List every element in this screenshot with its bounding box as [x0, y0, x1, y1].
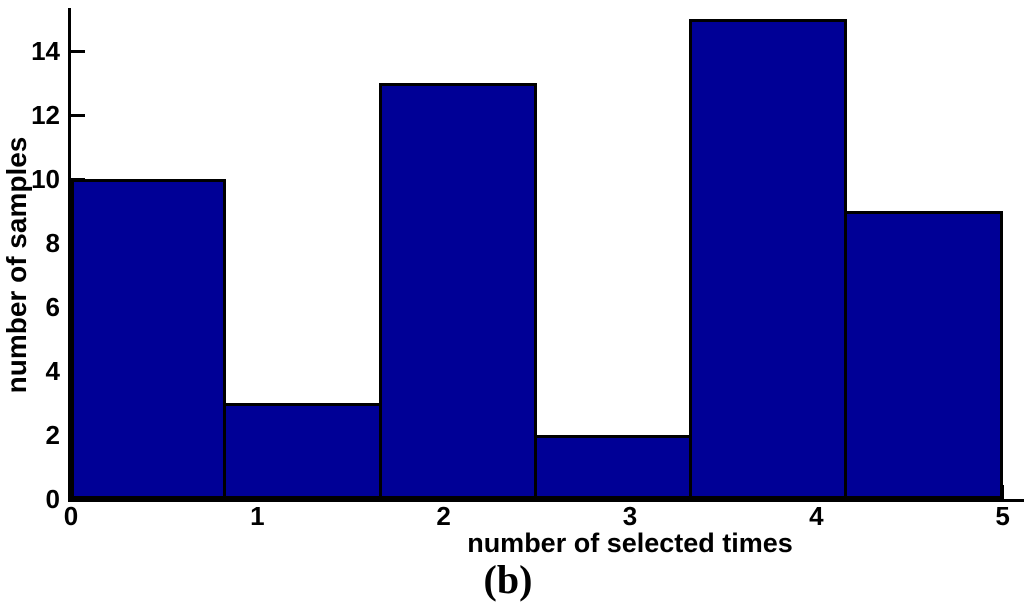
histogram-bar: [689, 19, 848, 499]
y-tick-label: 12: [31, 100, 60, 131]
plot-area: [68, 8, 1024, 502]
x-tick-label: 5: [995, 501, 1010, 531]
y-tick-label: 2: [45, 420, 60, 451]
y-tick-label: 4: [45, 356, 60, 387]
y-axis-tick-mark: [71, 113, 85, 117]
figure-caption: (b): [483, 557, 533, 602]
y-axis-tick-mark: [71, 497, 85, 501]
y-tick-label: 6: [45, 292, 60, 323]
x-tick-label: 0: [63, 501, 79, 531]
x-tick-label: 3: [622, 501, 638, 531]
histogram-bar: [533, 435, 693, 499]
histogram-bar: [223, 403, 382, 499]
x-tick-label: 2: [436, 501, 451, 531]
y-axis-tick-mark: [71, 177, 85, 181]
x-tick-label: 4: [809, 501, 824, 531]
y-tick-label: 10: [31, 164, 60, 195]
y-tick-label: 0: [45, 484, 60, 514]
histogram-bar: [378, 83, 537, 499]
x-tick-label: 1: [250, 501, 265, 531]
histogram-bar: [71, 179, 227, 499]
y-axis-tick-mark: [71, 49, 85, 53]
y-tick-label: 14: [31, 36, 60, 67]
x-axis-label: number of selected times: [467, 528, 793, 558]
x-axis-tick-mark: [1001, 485, 1005, 499]
y-tick-label: 8: [45, 228, 60, 259]
histogram-bar: [844, 211, 1003, 499]
